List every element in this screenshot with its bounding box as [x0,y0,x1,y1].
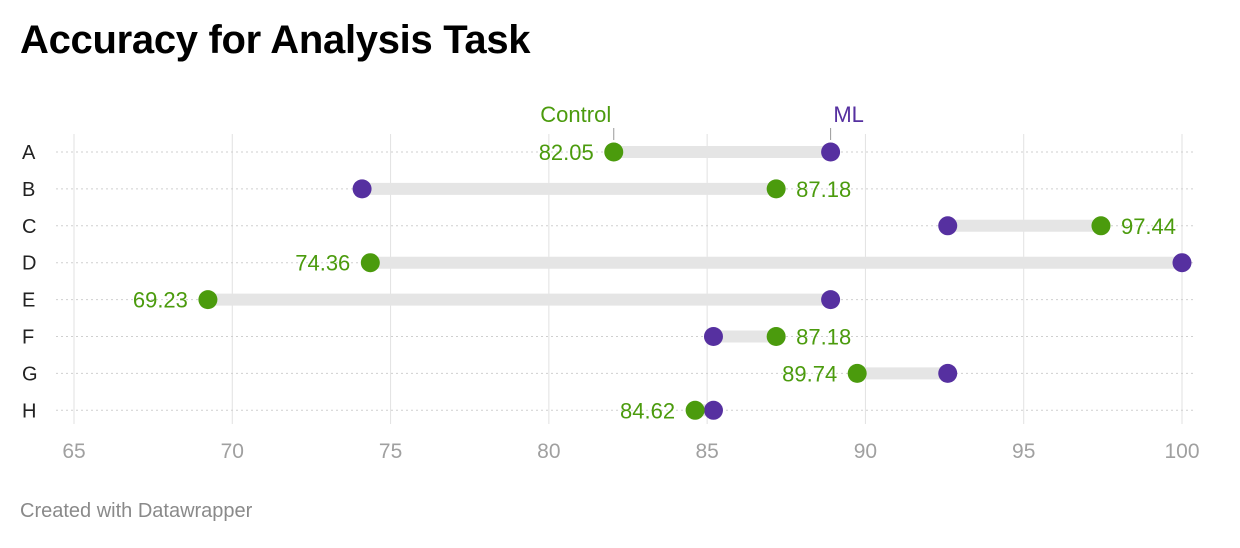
category-label: B [22,179,35,201]
x-axis: 65 70 75 80 85 90 95 100 [62,440,1199,463]
ml-dot [1172,253,1192,273]
chart-title: Accuracy for Analysis Task [20,18,531,62]
category-label: D [22,253,36,275]
category-label: E [22,290,35,312]
control-value-label: 84.62 [620,398,675,423]
x-tick-label: 100 [1164,440,1199,463]
ml-dot [821,142,841,162]
control-dot [604,142,624,162]
x-tick-label: 80 [537,440,560,463]
control-dot [198,290,218,310]
control-value-label: 87.18 [796,325,851,350]
x-tick-label: 75 [379,440,402,463]
x-tick-label: 65 [62,440,85,463]
grid-layer [73,134,1183,424]
x-tick-label: 90 [854,440,877,463]
control-dot [360,253,380,273]
ml-dot [938,363,958,383]
control-dot [766,179,786,199]
x-tick-label: 70 [221,440,244,463]
control-value-label: 97.44 [1121,214,1176,239]
control-value-label: 82.05 [539,140,594,165]
control-series-label: Control [540,102,611,127]
control-dot [1091,216,1111,236]
x-tick-label: 95 [1012,440,1035,463]
ml-dot [821,290,841,310]
control-dot [847,363,867,383]
control-dot [685,400,705,420]
control-value-label: 74.36 [295,251,350,276]
control-dot [766,327,786,346]
x-tick-label: 85 [695,440,718,463]
control-value-label: 69.23 [133,288,188,313]
control-value-label: 89.74 [782,361,837,386]
category-label: A [22,142,36,164]
category-label: C [22,216,36,238]
credit-footer: Created with Datawrapper [20,500,253,522]
ml-series-label: ML [833,102,864,127]
ml-dot [703,400,723,420]
control-value-label: 87.18 [796,177,851,202]
series-labels: Control ML [540,102,864,140]
ml-dot [938,216,958,236]
ml-dot [352,179,372,199]
category-label: H [22,400,36,422]
category-label: G [22,363,38,385]
category-label: F [22,327,34,349]
ml-dot [703,327,723,346]
row-layer: A 82.05 B 87.18 C 97.44 D 74.36 E 69.23 F 87.18 G 89.… [22,140,1196,423]
